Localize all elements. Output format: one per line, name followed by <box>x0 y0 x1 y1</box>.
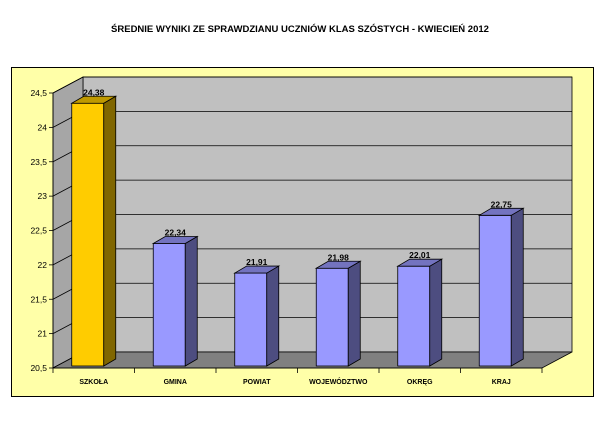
bar-side <box>103 95 117 367</box>
bar-front <box>397 265 431 367</box>
chart-title: ŚREDNIE WYNIKI ZE SPRAWDZIANU UCZNIÓW KL… <box>111 24 489 35</box>
data-label: 21,98 <box>328 252 350 262</box>
y-tick-label: 20,5 <box>30 363 47 373</box>
data-labels: 24,38 22,34 21,91 21,98 22,01 22,75 <box>83 87 512 267</box>
bar-front <box>478 214 512 367</box>
bar-side <box>184 235 198 367</box>
bar-szkoła <box>70 95 118 367</box>
bar-okręg <box>396 258 444 367</box>
x-tick-label: SZKOŁA <box>79 379 108 386</box>
y-tick-label: 23,5 <box>30 157 47 167</box>
y-tick-label: 21,5 <box>30 294 47 304</box>
y-tick-label: 22,5 <box>30 226 47 236</box>
y-tick-label: 22 <box>38 260 48 270</box>
bar-side <box>266 265 280 367</box>
chart-frame: 20,5 21 21,5 22 22,5 23 23,5 24 24,5 SZKOŁA GMINA… <box>11 67 594 397</box>
y-tick-label: 23 <box>38 191 48 201</box>
bar-top <box>477 207 525 216</box>
y-tick-label: 24,5 <box>30 88 47 98</box>
bar-powiat <box>233 265 281 367</box>
x-tick-label: POWIAT <box>243 379 271 386</box>
data-label: 22,01 <box>409 250 431 260</box>
y-axis-labels: 20,5 21 21,5 22 22,5 23 23,5 24 24,5 <box>30 88 54 373</box>
y-tick-label: 21 <box>38 329 48 339</box>
x-tick-label: WOJEWÓDZTWO <box>309 377 368 386</box>
x-tick-label: KRAJ <box>492 379 511 386</box>
data-label: 22,34 <box>165 228 187 238</box>
bar-side <box>429 258 443 367</box>
bar-gmina <box>151 235 199 367</box>
data-label: 24,38 <box>83 87 105 97</box>
bar-front <box>234 272 268 367</box>
bar-kraj <box>477 207 525 367</box>
x-tick-label: GMINA <box>164 379 187 386</box>
x-tick-label: OKRĘG <box>407 379 433 386</box>
bar-front <box>315 267 349 367</box>
bar-front <box>71 102 105 367</box>
bar-side <box>510 207 524 367</box>
bar-top <box>396 258 444 267</box>
bar-chart: 20,5 21 21,5 22 22,5 23 23,5 24 24,5 SZKOŁA GMINA… <box>30 76 573 386</box>
bar-front <box>152 243 186 367</box>
y-tick-label: 24 <box>38 122 48 132</box>
bar-top <box>70 95 118 104</box>
data-label: 21,91 <box>246 257 268 267</box>
bar-top <box>314 260 362 269</box>
bar-top <box>151 236 199 244</box>
x-axis-labels: SZKOŁA GMINA POWIAT WOJEWÓDZTWO OKRĘG KRAJ <box>52 367 543 386</box>
bar-województwo <box>314 260 362 367</box>
bar-top <box>233 265 281 274</box>
bars <box>70 95 525 367</box>
gridline <box>52 76 572 94</box>
bar-side <box>347 260 361 367</box>
data-label: 22,75 <box>491 199 513 209</box>
